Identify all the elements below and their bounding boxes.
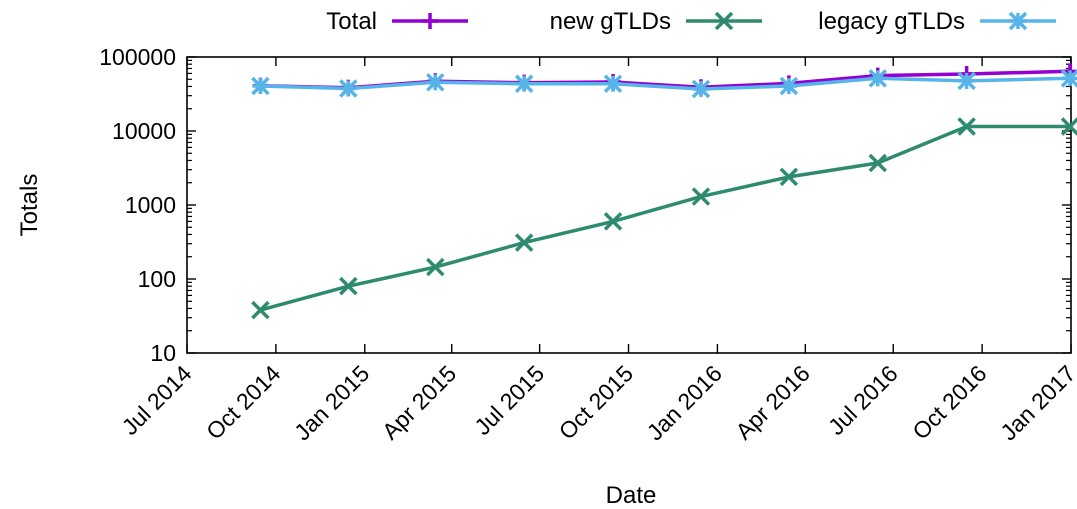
series-layer bbox=[251, 63, 1077, 320]
marker-stroke bbox=[251, 300, 270, 320]
y-tick-label: 10 bbox=[150, 340, 176, 366]
x-tick-label: Jul 2014 bbox=[117, 360, 197, 440]
data-point bbox=[779, 167, 799, 187]
plot-frame bbox=[186, 56, 1072, 354]
y-axis-title: Totals bbox=[16, 174, 43, 237]
data-point bbox=[339, 79, 358, 98]
data-point bbox=[1060, 117, 1077, 136]
legend: Total new gTLDs legacy gTLDs bbox=[326, 8, 1056, 35]
marker-stroke bbox=[957, 117, 976, 136]
data-point bbox=[603, 74, 623, 93]
marker-stroke bbox=[426, 257, 445, 277]
marker-stroke bbox=[1008, 11, 1028, 31]
series-line bbox=[260, 76, 1071, 91]
data-point bbox=[426, 257, 445, 277]
y-axis: 10 100 1000 10000 100000 bbox=[99, 44, 1071, 366]
marker-stroke bbox=[1060, 117, 1077, 136]
marker-stroke bbox=[339, 79, 358, 98]
x-tick-label: Jul 2015 bbox=[469, 360, 549, 440]
series-new-gtlds bbox=[251, 117, 1077, 320]
legend-entry: Total bbox=[326, 8, 468, 35]
data-point bbox=[957, 117, 976, 136]
y-tick-label: 10000 bbox=[112, 118, 176, 144]
marker-stroke bbox=[426, 73, 445, 92]
legend-marker bbox=[714, 11, 734, 31]
y-tick-label: 1000 bbox=[125, 192, 176, 218]
marker-stroke bbox=[251, 76, 270, 96]
marker-stroke bbox=[868, 153, 888, 173]
marker-stroke bbox=[868, 69, 888, 88]
data-point bbox=[868, 153, 888, 173]
marker-stroke bbox=[691, 79, 711, 99]
legend-entry: new gTLDs bbox=[550, 8, 762, 35]
x-tick-label: Oct 2016 bbox=[907, 360, 991, 444]
legend-label: legacy gTLDs bbox=[818, 8, 965, 35]
marker-stroke bbox=[603, 212, 623, 231]
x-tick-label: Apr 2016 bbox=[730, 360, 814, 444]
data-point bbox=[251, 76, 270, 96]
x-tick-label: Jan 2017 bbox=[995, 360, 1077, 445]
data-point bbox=[514, 233, 534, 252]
legend-marker bbox=[422, 13, 438, 29]
x-tick-label: Jan 2015 bbox=[289, 360, 374, 445]
series-legacy-gtlds bbox=[251, 69, 1077, 99]
plot-area: Jul 2014 Oct 2014 Jan 2015 Apr 2015 Jul 2015… bbox=[99, 44, 1077, 445]
x-tick-label: Oct 2015 bbox=[554, 360, 638, 444]
marker-stroke bbox=[779, 76, 799, 96]
legend-label: Total bbox=[326, 8, 377, 35]
data-point bbox=[514, 74, 534, 93]
marker-stroke bbox=[714, 11, 734, 31]
x-axis-title: Date bbox=[606, 482, 657, 509]
x-tick-label: Jan 2016 bbox=[642, 360, 727, 445]
data-point bbox=[779, 76, 799, 96]
data-point bbox=[957, 71, 976, 91]
data-point bbox=[426, 73, 445, 92]
data-point bbox=[1060, 69, 1077, 88]
legend-label: new gTLDs bbox=[550, 8, 671, 35]
data-point bbox=[251, 300, 270, 320]
marker-stroke bbox=[691, 187, 711, 206]
marker-stroke bbox=[603, 74, 623, 93]
marker-stroke bbox=[514, 233, 534, 252]
y-tick-label: 100000 bbox=[99, 44, 176, 70]
marker-stroke bbox=[779, 167, 799, 187]
marker-stroke bbox=[957, 71, 976, 91]
marker-stroke bbox=[339, 276, 358, 296]
marker-stroke bbox=[1060, 69, 1077, 88]
data-point bbox=[603, 212, 623, 231]
x-axis: Jul 2014 Oct 2014 Jan 2015 Apr 2015 Jul 2015… bbox=[117, 57, 1077, 445]
y-tick-label: 100 bbox=[138, 266, 176, 292]
x-tick-label: Oct 2014 bbox=[201, 360, 286, 445]
data-point bbox=[691, 187, 711, 206]
marker-stroke bbox=[514, 74, 534, 93]
legend-entry: legacy gTLDs bbox=[818, 8, 1056, 35]
series-line bbox=[259, 124, 1070, 312]
data-point bbox=[339, 276, 358, 296]
x-tick-label: Jul 2016 bbox=[823, 360, 903, 440]
x-tick-label: Apr 2015 bbox=[377, 360, 461, 444]
data-point bbox=[868, 69, 888, 88]
legend-marker bbox=[1008, 11, 1028, 31]
data-point bbox=[691, 79, 711, 99]
